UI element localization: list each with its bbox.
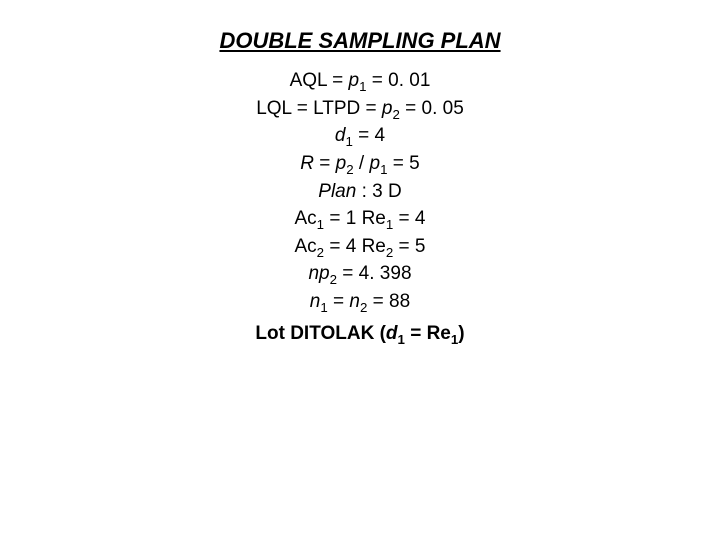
- ac1-pre: Ac: [294, 208, 316, 229]
- ac1-post: = 4: [393, 208, 425, 229]
- lot-dsub: 1: [398, 332, 405, 347]
- r-mid: =: [314, 153, 336, 174]
- r-post: = 5: [387, 153, 419, 174]
- lot-line: Lot DITOLAK (d1 = Re1): [0, 321, 720, 347]
- aql-pre: AQL =: [290, 70, 349, 91]
- ac2-post: = 5: [393, 236, 425, 257]
- slide-title: DOUBLE SAMPLING PLAN: [0, 28, 720, 54]
- np-sub: 2: [330, 272, 337, 287]
- n1-var: n: [310, 291, 321, 312]
- r-pre: R: [300, 153, 314, 174]
- r-p1: p: [370, 153, 381, 174]
- n-line: n1 = n2 = 88: [0, 289, 720, 315]
- lot-pre: Lot DITOLAK (: [255, 323, 386, 344]
- lot-post: ): [458, 323, 464, 344]
- n-eq: =: [328, 291, 350, 312]
- plan-line: Plan : 3 D: [0, 179, 720, 205]
- lql-line: LQL = LTPD = p2 = 0. 05: [0, 96, 720, 122]
- plan-pre: Plan: [318, 181, 356, 202]
- n1-sub: 1: [320, 300, 327, 315]
- ac2-line: Ac2 = 4 Re2 = 5: [0, 234, 720, 260]
- ac2-mid: = 4 Re: [324, 236, 386, 257]
- ac1-mid: = 1 Re: [324, 208, 386, 229]
- lql-sub: 2: [392, 106, 399, 121]
- aql-line: AQL = p1 = 0. 01: [0, 68, 720, 94]
- aql-var: p: [349, 70, 360, 91]
- np-line: np2 = 4. 398: [0, 261, 720, 287]
- np-post: = 4. 398: [337, 263, 411, 284]
- aql-sub: 1: [359, 79, 366, 94]
- slide: DOUBLE SAMPLING PLAN AQL = p1 = 0. 01 LQ…: [0, 0, 720, 540]
- plan-post: : 3 D: [356, 181, 401, 202]
- n2-var: n: [349, 291, 360, 312]
- ac2-sub: 2: [317, 245, 324, 260]
- ac1-sub: 1: [317, 217, 324, 232]
- lql-var: p: [382, 98, 393, 119]
- r-line: R = p2 / p1 = 5: [0, 151, 720, 177]
- np-pre: np: [308, 263, 329, 284]
- d-post: = 4: [353, 125, 385, 146]
- lql-pre: LQL = LTPD =: [256, 98, 382, 119]
- lot-d: d: [386, 323, 398, 344]
- d-sub: 1: [345, 134, 352, 149]
- r-p2sub: 2: [346, 162, 353, 177]
- lot-mid: = Re: [405, 323, 451, 344]
- d-line: d1 = 4: [0, 123, 720, 149]
- r-slash: /: [354, 153, 370, 174]
- n-post: = 88: [367, 291, 410, 312]
- lql-post: = 0. 05: [400, 98, 464, 119]
- aql-post: = 0. 01: [367, 70, 431, 91]
- r-p2: p: [336, 153, 347, 174]
- d-var: d: [335, 125, 346, 146]
- ac2-pre: Ac: [294, 236, 316, 257]
- ac1-line: Ac1 = 1 Re1 = 4: [0, 206, 720, 232]
